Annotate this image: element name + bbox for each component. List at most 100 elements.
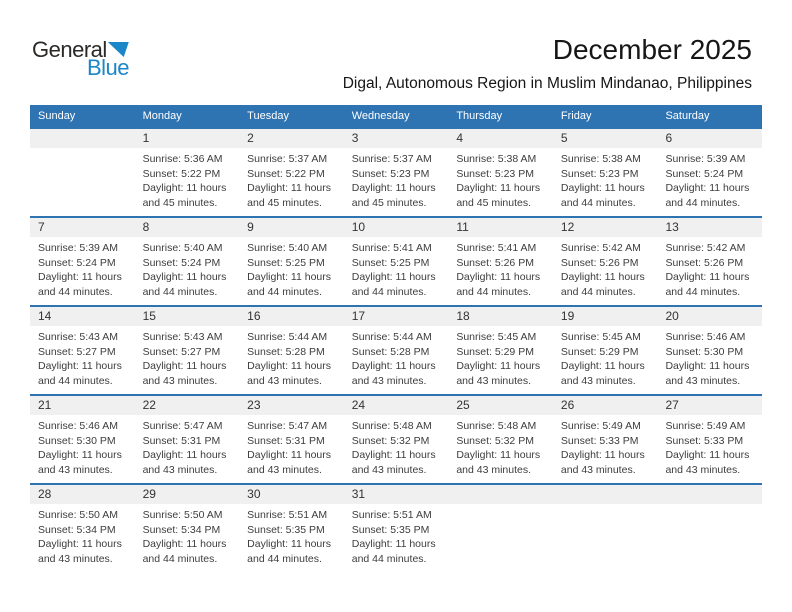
day-info: Sunrise: 5:46 AM Sunset: 5:30 PM Daylight:… [657,326,762,388]
daylight-text: Daylight: 11 hours and 43 minutes. [38,449,122,476]
sunset-text: Sunset: 5:34 PM [38,523,116,536]
day-cell-12: 12 Sunrise: 5:42 AM Sunset: 5:26 PM Dayligh… [552,218,658,305]
day-info: Sunrise: 5:36 AM Sunset: 5:22 PM Daylight:… [135,148,240,210]
day-cell-16: 16 Sunrise: 5:44 AM Sunset: 5:28 PM Dayligh… [239,307,344,394]
daylight-text: Daylight: 11 hours and 44 minutes. [456,271,541,298]
daylight-text: Daylight: 11 hours and 44 minutes. [665,271,750,298]
sunset-text: Sunset: 5:27 PM [142,345,221,358]
day-number: 24 [343,396,449,415]
day-cell-30: 30 Sunrise: 5:51 AM Sunset: 5:35 PM Dayligh… [239,485,344,572]
daylight-text: Daylight: 11 hours and 44 minutes. [247,271,332,298]
day-cell-9: 9 Sunrise: 5:40 AM Sunset: 5:25 PM Daylight… [239,218,344,305]
day-number: 6 [657,129,763,148]
sunrise-text: Sunrise: 5:42 AM [560,242,641,254]
weekday-header-sunday: Sunday [38,110,76,122]
logo-text-general: General [32,37,107,62]
sunrise-text: Sunrise: 5:43 AM [142,331,223,343]
daylight-text: Daylight: 11 hours and 44 minutes. [142,271,227,298]
day-number: 31 [343,485,449,504]
day-info: Sunrise: 5:39 AM Sunset: 5:24 PM Daylight:… [30,237,135,299]
day-info: Sunrise: 5:48 AM Sunset: 5:32 PM Daylight:… [344,415,449,477]
day-cell-2: 2 Sunrise: 5:37 AM Sunset: 5:22 PM Daylight… [239,129,344,216]
day-cell-7: 7 Sunrise: 5:39 AM Sunset: 5:24 PM Daylight… [30,218,135,305]
sunset-text: Sunset: 5:23 PM [456,167,534,180]
sunrise-text: Sunrise: 5:50 AM [38,509,118,521]
sunrise-text: Sunrise: 5:44 AM [247,331,328,343]
day-info: Sunrise: 5:51 AM Sunset: 5:35 PM Daylight:… [239,504,344,566]
daylight-text: Daylight: 11 hours and 44 minutes. [351,538,436,565]
day-cell-28: 28 Sunrise: 5:50 AM Sunset: 5:34 PM Dayligh… [30,485,135,572]
sunrise-text: Sunrise: 5:51 AM [247,509,328,521]
day-number: 8 [134,218,240,237]
sunset-text: Sunset: 5:30 PM [38,434,116,447]
day-number [448,485,553,504]
daylight-text: Daylight: 11 hours and 43 minutes. [247,360,332,387]
day-number: 16 [239,307,344,326]
day-info: Sunrise: 5:37 AM Sunset: 5:22 PM Daylight:… [239,148,344,210]
daylight-text: Daylight: 11 hours and 43 minutes. [351,449,436,476]
day-number: 25 [448,396,553,415]
day-number: 26 [552,396,658,415]
sunset-text: Sunset: 5:22 PM [247,167,325,180]
day-info: Sunrise: 5:38 AM Sunset: 5:23 PM Daylight:… [448,148,553,210]
day-number: 15 [134,307,240,326]
day-number: 11 [448,218,553,237]
day-number: 28 [30,485,135,504]
day-number [30,129,135,148]
day-info: Sunrise: 5:42 AM Sunset: 5:26 PM Daylight:… [553,237,658,299]
sunrise-text: Sunrise: 5:40 AM [247,242,328,254]
sunset-text: Sunset: 5:28 PM [247,345,325,358]
sunrise-text: Sunrise: 5:37 AM [351,153,432,165]
daylight-text: Daylight: 11 hours and 44 minutes. [247,538,332,565]
day-number: 27 [657,396,763,415]
day-cell-3: 3 Sunrise: 5:37 AM Sunset: 5:23 PM Daylight… [343,129,449,216]
day-cell-27: 27 Sunrise: 5:49 AM Sunset: 5:33 PM Dayligh… [657,396,763,483]
day-info: Sunrise: 5:44 AM Sunset: 5:28 PM Daylight:… [239,326,344,388]
daylight-text: Daylight: 11 hours and 44 minutes. [142,538,227,565]
sunrise-text: Sunrise: 5:48 AM [456,420,537,432]
sunset-text: Sunset: 5:31 PM [247,434,325,447]
week-row-3: 14 Sunrise: 5:43 AM Sunset: 5:27 PM Dayligh… [30,305,763,394]
day-info: Sunrise: 5:49 AM Sunset: 5:33 PM Daylight:… [553,415,658,477]
page-header: December 2025 Digal, Autonomous Region i… [343,34,752,93]
day-info: Sunrise: 5:42 AM Sunset: 5:26 PM Daylight:… [657,237,762,299]
sunrise-text: Sunrise: 5:38 AM [456,153,537,165]
day-info: Sunrise: 5:44 AM Sunset: 5:28 PM Daylight:… [344,326,449,388]
day-cell-11: 11 Sunrise: 5:41 AM Sunset: 5:26 PM Dayligh… [448,218,553,305]
sunset-text: Sunset: 5:30 PM [665,345,744,358]
week-row-5: 28 Sunrise: 5:50 AM Sunset: 5:34 PM Dayligh… [30,483,763,572]
day-cell-6: 6 Sunrise: 5:39 AM Sunset: 5:24 PM Daylight… [657,129,763,216]
day-cell-14: 14 Sunrise: 5:43 AM Sunset: 5:27 PM Dayligh… [30,307,135,394]
sunset-text: Sunset: 5:25 PM [351,256,430,269]
day-info: Sunrise: 5:43 AM Sunset: 5:27 PM Daylight:… [30,326,135,388]
daylight-text: Daylight: 11 hours and 44 minutes. [38,271,122,298]
sunset-text: Sunset: 5:31 PM [142,434,221,447]
day-cell-17: 17 Sunrise: 5:44 AM Sunset: 5:28 PM Dayligh… [343,307,449,394]
sunset-text: Sunset: 5:26 PM [665,256,744,269]
sunrise-text: Sunrise: 5:45 AM [456,331,537,343]
day-cell-21: 21 Sunrise: 5:46 AM Sunset: 5:30 PM Dayligh… [30,396,135,483]
day-cell-1: 1 Sunrise: 5:36 AM Sunset: 5:22 PM Daylight… [134,129,240,216]
sunset-text: Sunset: 5:32 PM [351,434,430,447]
day-number: 22 [134,396,240,415]
daylight-text: Daylight: 11 hours and 44 minutes. [665,182,750,209]
sunset-text: Sunset: 5:33 PM [665,434,744,447]
day-info: Sunrise: 5:50 AM Sunset: 5:34 PM Daylight:… [135,504,240,566]
day-cell-31: 31 Sunrise: 5:51 AM Sunset: 5:35 PM Dayligh… [343,485,449,572]
day-info: Sunrise: 5:50 AM Sunset: 5:34 PM Daylight:… [30,504,135,566]
sunset-text: Sunset: 5:25 PM [247,256,325,269]
sunset-text: Sunset: 5:28 PM [351,345,430,358]
sunset-text: Sunset: 5:24 PM [142,256,221,269]
day-cell-empty [657,485,763,572]
daylight-text: Daylight: 11 hours and 45 minutes. [247,182,332,209]
day-cell-26: 26 Sunrise: 5:49 AM Sunset: 5:33 PM Dayligh… [552,396,658,483]
sunset-text: Sunset: 5:23 PM [560,167,639,180]
day-cell-8: 8 Sunrise: 5:40 AM Sunset: 5:24 PM Daylight… [134,218,240,305]
day-info: Sunrise: 5:49 AM Sunset: 5:33 PM Daylight:… [657,415,762,477]
sunset-text: Sunset: 5:29 PM [456,345,534,358]
day-info: Sunrise: 5:47 AM Sunset: 5:31 PM Daylight:… [239,415,344,477]
weekday-header-thursday: Thursday [456,110,503,122]
sunrise-text: Sunrise: 5:46 AM [665,331,746,343]
day-number: 17 [343,307,449,326]
day-cell-15: 15 Sunrise: 5:43 AM Sunset: 5:27 PM Dayligh… [134,307,240,394]
